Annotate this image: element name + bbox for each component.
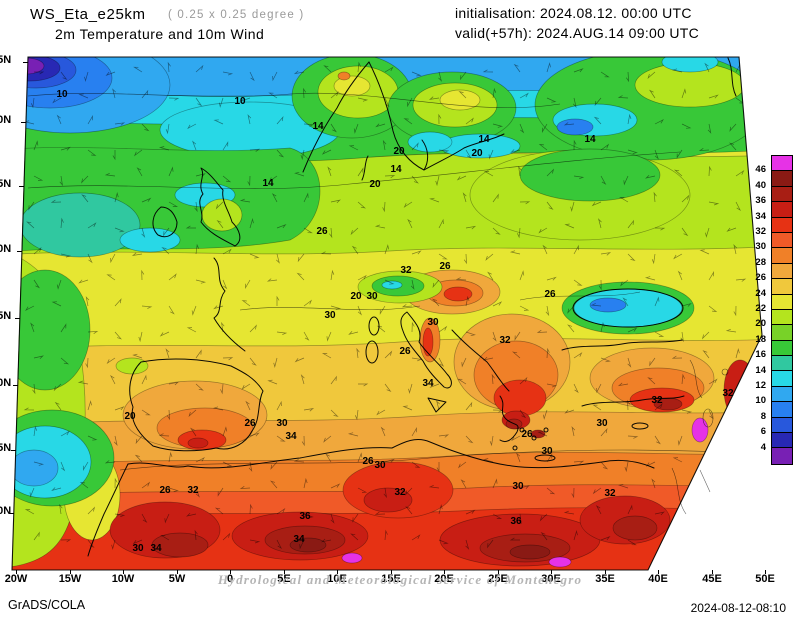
legend-label: 40 bbox=[755, 179, 766, 191]
legend-label: 10 bbox=[755, 395, 766, 407]
field-title: 2m Temperature and 10m Wind bbox=[55, 26, 265, 42]
legend-label: 26 bbox=[755, 272, 766, 284]
legend-label: 16 bbox=[755, 349, 766, 361]
legend-cell bbox=[772, 279, 792, 295]
map-border bbox=[11, 56, 763, 571]
legend-cell bbox=[772, 248, 792, 264]
legend-label: 28 bbox=[755, 256, 766, 268]
legend-cell bbox=[772, 202, 792, 218]
legend-cell bbox=[772, 171, 792, 187]
coastlines bbox=[87, 57, 737, 557]
legend-label: 22 bbox=[755, 303, 766, 314]
legend-cell bbox=[772, 448, 792, 464]
legend-label: 36 bbox=[755, 195, 766, 207]
legend-label: 32 bbox=[755, 226, 766, 237]
legend-label: 6 bbox=[760, 426, 766, 438]
legend-cell bbox=[772, 386, 792, 403]
contour-lines bbox=[27, 92, 721, 471]
temperature-colorbar bbox=[771, 155, 793, 465]
legend-cell bbox=[772, 186, 792, 203]
legend-label: 18 bbox=[755, 333, 766, 345]
legend-cell bbox=[772, 356, 792, 372]
legend-cell bbox=[772, 232, 792, 249]
legend-cell bbox=[772, 156, 792, 172]
watermark: Hydrological and Meteorological service … bbox=[217, 572, 583, 587]
legend-cell bbox=[772, 325, 792, 341]
generation-timestamp: 2024-08-12-08:10 bbox=[690, 601, 786, 615]
initialisation-time: initialisation: 2024.08.12. 00:00 UTC bbox=[455, 5, 692, 21]
model-name: WS_Eta_e25km bbox=[30, 6, 146, 23]
legend-cell bbox=[772, 217, 792, 233]
legend-cell bbox=[772, 417, 792, 434]
valid-time: valid(+57h): 2024.AUG.14 09:00 UTC bbox=[455, 25, 700, 41]
legend-label: 20 bbox=[755, 318, 766, 330]
grads-credit: GrADS/COLA bbox=[8, 598, 86, 612]
legend-label: 12 bbox=[755, 380, 766, 391]
legend-cell bbox=[772, 433, 792, 449]
outside-domain-coast-fragments bbox=[671, 359, 729, 515]
legend-cell bbox=[772, 294, 792, 310]
legend-label: 30 bbox=[755, 241, 766, 253]
legend-label: 46 bbox=[755, 164, 766, 176]
legend-cell bbox=[772, 309, 792, 326]
legend-label: 8 bbox=[760, 410, 766, 422]
legend-label: 24 bbox=[755, 287, 766, 299]
legend-label: 4 bbox=[760, 441, 766, 453]
legend-label: 34 bbox=[755, 210, 766, 222]
grid-resolution-note: ( 0.25 x 0.25 degree ) bbox=[168, 9, 305, 21]
legend-cell bbox=[772, 340, 792, 357]
legend-label: 14 bbox=[755, 364, 766, 376]
legend-cell bbox=[772, 402, 792, 418]
temperature-colorbar-labels: 46 40 36 34 32 30 28 26 24 22 20 18 16 14 12 10 8 6 4 bbox=[738, 155, 768, 463]
legend-cell bbox=[772, 263, 792, 280]
legend-cell bbox=[772, 371, 792, 387]
